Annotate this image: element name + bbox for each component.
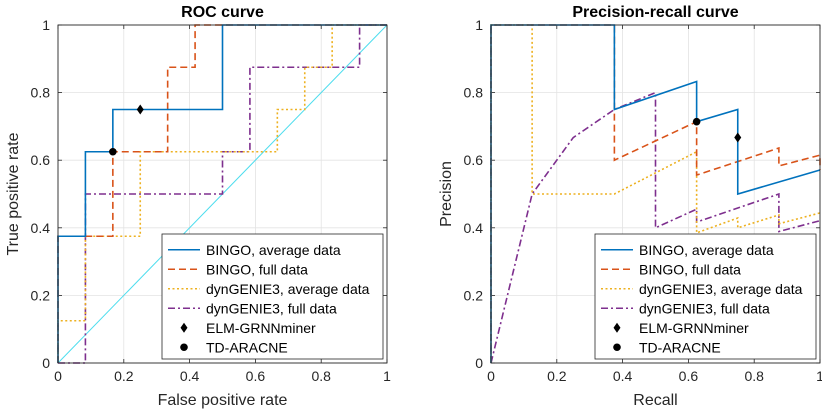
x-tick-label: 1 (816, 368, 822, 384)
x-axis-label: False positive rate (158, 392, 288, 409)
legend-entry: dynGENIE3, full data (601, 300, 770, 316)
legend-marker-diamond (180, 322, 188, 333)
legend-entry: BINGO, full data (601, 261, 741, 277)
td-aracne-point (692, 117, 701, 126)
x-tick-label: 0.8 (311, 368, 331, 384)
x-tick-label: 0.6 (246, 368, 266, 384)
legend-entry: dynGENIE3, average data (601, 281, 803, 297)
chart-panel-2: 0 0.2 0.4 0.6 0.8 1 0 0.2 0.4 0.6 0.8 1 Precision-re… (438, 4, 822, 409)
legend-marker-circle (180, 343, 188, 352)
chart-panel-1: 0 0.2 0.4 0.6 0.8 1 0 0.2 0.4 0.6 0.8 1 ROC curve Fal… (5, 4, 391, 409)
legend-entry: TD-ARACNE (613, 339, 721, 355)
legend-entry: BINGO, full data (168, 261, 308, 277)
x-tick-label: 0.4 (180, 368, 200, 384)
legend-box (161, 233, 384, 360)
x-tick-label: 0.8 (744, 368, 764, 384)
legend-label: dynGENIE3, average data (639, 281, 803, 297)
y-tick-label: 1 (475, 17, 483, 33)
legend-label: ELM-GRNNminer (206, 320, 316, 336)
legend-label: TD-ARACNE (206, 339, 288, 355)
x-tick-label: 0.6 (679, 368, 699, 384)
y-axis-label: True positive rate (5, 132, 22, 255)
y-tick-label: 0.4 (31, 220, 51, 236)
legend-label: BINGO, average data (206, 242, 341, 258)
series-line-dyngenie3-full-data (490, 91, 821, 364)
legend-label: TD-ARACNE (639, 339, 721, 355)
legend-marker-circle (613, 343, 621, 352)
x-tick-label: 1 (383, 368, 391, 384)
legend-label: BINGO, full data (206, 261, 308, 277)
legend-entry: dynGENIE3, average data (168, 281, 370, 297)
x-tick-label: 0.2 (114, 368, 134, 384)
legend-entry: TD-ARACNE (180, 339, 288, 355)
elm-grnnminer-point (734, 132, 742, 143)
chart-title: Precision-recall curve (572, 4, 738, 21)
x-tick-label: 0.4 (613, 368, 633, 384)
chart-title: ROC curve (181, 4, 264, 21)
y-tick-label: 0.8 (464, 85, 484, 101)
axes-box (490, 24, 821, 364)
y-tick-label: 0.2 (31, 287, 51, 303)
y-tick-label: 0 (475, 355, 483, 371)
y-tick-label: 0.8 (31, 85, 51, 101)
y-tick-label: 0.6 (464, 152, 484, 168)
y-tick-label: 0.6 (31, 152, 51, 168)
y-axis-label: Precision (438, 161, 455, 227)
series-line-dyngenie3-full-data (58, 24, 387, 364)
x-tick-label: 0 (54, 368, 62, 384)
legend-label: ELM-GRNNminer (639, 320, 749, 336)
legend-entry: ELM-GRNNminer (180, 320, 316, 336)
elm-grnnminer-point (136, 104, 144, 115)
x-axis-label: Recall (633, 392, 677, 409)
axes-box (57, 24, 388, 364)
td-aracne-point (109, 147, 117, 156)
y-tick-label: 0.4 (464, 220, 484, 236)
legend-marker-diamond (613, 322, 621, 333)
legend-entry: BINGO, average data (601, 242, 774, 258)
legend-entry: BINGO, average data (168, 242, 341, 258)
legend-label: BINGO, average data (639, 242, 774, 258)
legend-label: dynGENIE3, full data (206, 300, 337, 316)
x-tick-label: 0 (487, 368, 495, 384)
y-tick-label: 0.2 (464, 287, 484, 303)
legend: BINGO, average data BINGO, full data dynGE… (594, 233, 817, 360)
legend-label: dynGENIE3, average data (206, 281, 370, 297)
legend: BINGO, average data BINGO, full data dynGE… (161, 233, 384, 360)
legend-label: BINGO, full data (639, 261, 741, 277)
y-tick-label: 0 (42, 355, 50, 371)
legend-entry: ELM-GRNNminer (613, 320, 749, 336)
legend-entry: dynGENIE3, full data (168, 300, 337, 316)
y-tick-label: 1 (42, 17, 50, 33)
x-tick-label: 0.2 (547, 368, 567, 384)
legend-label: dynGENIE3, full data (639, 300, 770, 316)
legend-box (594, 233, 817, 360)
